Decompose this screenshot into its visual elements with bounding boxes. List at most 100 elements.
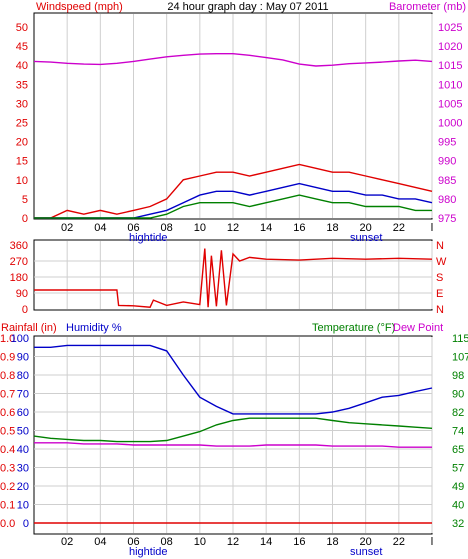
chart-title: 24 hour graph day : May 07 2011 — [167, 1, 328, 13]
windspeed-tick-label: 30 — [16, 98, 28, 110]
humidity-tick-label: 50 — [17, 426, 29, 438]
barometer-tick-label: 1005 — [438, 98, 462, 110]
rainfall-tick-label: 0.5 — [0, 426, 15, 438]
rainfall-tick-label: 0.0 — [0, 518, 15, 530]
barometer-tick-label: 995 — [438, 137, 456, 149]
windspeed-tick-label: 15 — [16, 156, 28, 168]
series-wind_gust — [34, 163, 433, 219]
humidity-tick-label: 10 — [17, 500, 29, 512]
x-axis-ticks-top: 02 04 06 08 10 12 14 16 18 20 22 l — [61, 222, 433, 234]
temp-panel-series — [33, 344, 433, 524]
barometer-tick-label: 1000 — [438, 118, 462, 130]
series-humidity — [34, 344, 433, 415]
windspeed-tick-label: 40 — [16, 60, 28, 72]
barometer-tick-label: 975 — [438, 213, 456, 225]
humidity-tick-label: 20 — [17, 481, 29, 493]
direction-degree-label: 360 — [10, 240, 28, 252]
temperature-tick-label: 90 — [452, 389, 464, 401]
barometer-tick-label: 1010 — [438, 79, 462, 91]
direction-compass-label: W — [436, 256, 447, 268]
x-tick-label: 06 — [127, 536, 139, 548]
temperature-tick-label: 107 — [452, 352, 468, 364]
x-tick-label: 10 — [194, 536, 206, 548]
direction-degree-label: 90 — [16, 288, 28, 300]
humidity-tick-label: 100 — [11, 333, 29, 345]
windspeed-tick-label: 25 — [16, 118, 28, 130]
rainfall-axis-ticks: 0.0 0.1 0.2 0.3 0.4 0.5 0.6 0.7 0.8 0.9 1.0 — [0, 333, 15, 530]
temperature-tick-label: 74 — [452, 426, 464, 438]
humidity-axis-ticks: 0 10 20 30 40 50 60 70 80 90 100 — [11, 333, 29, 530]
x-tick-label: 14 — [260, 222, 272, 234]
barometer-axis-label: Barometer (mb) — [389, 1, 466, 13]
series-direction — [34, 248, 433, 308]
barometer-tick-label: 1015 — [438, 60, 462, 72]
direction-degree-ticks: 0 90 180 270 360 — [10, 240, 28, 316]
series-temperature — [33, 417, 433, 443]
x-tick-label: 18 — [326, 222, 338, 234]
x-tick-label: 02 — [61, 222, 73, 234]
direction-panel-series — [34, 248, 433, 308]
x-tick-label: 14 — [260, 536, 272, 548]
x-tick-label: l — [431, 222, 433, 234]
humidity-tick-label: 30 — [17, 463, 29, 475]
rainfall-tick-label: 0.4 — [0, 444, 15, 456]
humidity-axis-label: Humidity % — [66, 322, 122, 334]
windspeed-axis-label: Windspeed (mph) — [36, 1, 123, 13]
x-tick-label: 08 — [161, 222, 173, 234]
dewpoint-axis-label: Dew Point — [393, 322, 443, 334]
x-tick-label: 12 — [227, 536, 239, 548]
humidity-tick-label: 80 — [17, 370, 29, 382]
x-tick-label: 04 — [94, 222, 106, 234]
temperature-humidity-panel: 0.0 0.1 0.2 0.3 0.4 0.5 0.6 0.7 0.8 0.9 1.0 0 10 20 3… — [0, 322, 468, 535]
temperature-axis-label: Temperature (°F) — [312, 322, 395, 334]
temperature-tick-label: 65 — [452, 444, 464, 456]
temperature-axis-ticks: 32 40 49 57 65 74 82 90 98 107 115 — [452, 333, 468, 530]
rainfall-tick-label: 0.7 — [0, 389, 15, 401]
windspeed-tick-label: 10 — [16, 175, 28, 187]
series-barometer — [33, 53, 433, 67]
x-tick-label: 16 — [293, 536, 305, 548]
x-tick-label: 22 — [393, 222, 405, 234]
x-tick-label: 16 — [293, 222, 305, 234]
x-tick-label: 18 — [326, 536, 338, 548]
rainfall-axis-label: Rainfall (in) — [1, 322, 57, 334]
x-tick-label: 20 — [360, 536, 372, 548]
x-tick-label: 20 — [360, 222, 372, 234]
windspeed-tick-label: 20 — [16, 137, 28, 149]
temperature-tick-label: 32 — [452, 518, 464, 530]
x-axis-ticks-bottom: 02 04 06 08 10 12 14 16 18 20 22 l — [61, 536, 433, 548]
x-tick-label: 04 — [94, 536, 106, 548]
humidity-tick-label: 70 — [17, 389, 29, 401]
wind-panel-series — [33, 53, 433, 219]
humidity-tick-label: 60 — [17, 407, 29, 419]
series-wind_min — [34, 194, 432, 219]
temperature-tick-label: 98 — [452, 370, 464, 382]
barometer-tick-label: 980 — [438, 194, 456, 206]
windspeed-axis-ticks: 0 5 10 15 20 25 30 35 40 45 50 — [16, 22, 28, 225]
x-tick-label: 10 — [194, 222, 206, 234]
rainfall-tick-label: 0.1 — [0, 500, 15, 512]
direction-degree-label: 180 — [10, 272, 28, 284]
rainfall-tick-label: 0.9 — [0, 352, 15, 364]
windspeed-tick-label: 0 — [22, 213, 28, 225]
x-tick-label: 06 — [127, 222, 139, 234]
temperature-tick-label: 40 — [452, 500, 464, 512]
direction-panel-grid — [34, 241, 433, 309]
rainfall-tick-label: 1.0 — [0, 333, 15, 345]
direction-compass-label: S — [436, 272, 443, 284]
x-tick-label: l — [431, 536, 433, 548]
barometer-axis-ticks: 975 980 985 990 995 1000 1005 1010 1015 1020 1025 — [438, 22, 462, 225]
series-dew_point — [34, 442, 432, 448]
windspeed-tick-label: 50 — [16, 22, 28, 34]
direction-compass-label: N — [436, 304, 444, 316]
hightide-marker-top: hightide — [129, 232, 168, 244]
x-tick-label: 08 — [161, 536, 173, 548]
x-tick-label: 02 — [61, 536, 73, 548]
sunset-marker-bottom: sunset — [350, 546, 382, 558]
direction-degree-label: 270 — [10, 256, 28, 268]
humidity-tick-label: 90 — [17, 352, 29, 364]
